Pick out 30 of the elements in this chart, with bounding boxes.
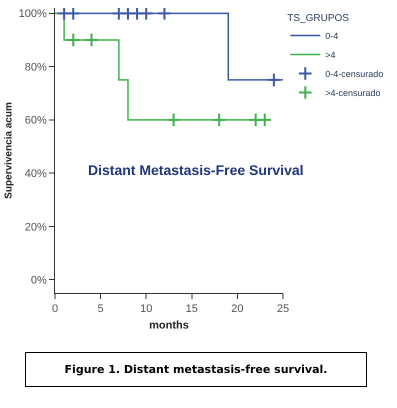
point bbox=[84, 32, 99, 48]
point bbox=[66, 32, 81, 48]
legend-title: TS_GRUPOS bbox=[287, 13, 350, 24]
legend-label: >4-censurado bbox=[325, 88, 381, 98]
y-tick-label: 100% bbox=[18, 8, 48, 20]
caption: Figure 1. Distant metastasis-free survival. bbox=[64, 363, 328, 376]
y-tick-label: 20% bbox=[24, 221, 48, 234]
x-axis-title: months bbox=[149, 319, 189, 332]
x-tick-label: 0 bbox=[52, 303, 58, 316]
point bbox=[166, 112, 181, 128]
x-tick-label: 20 bbox=[231, 303, 244, 316]
legend-label: 0-4 bbox=[325, 31, 338, 42]
x-tick-label: 15 bbox=[186, 303, 198, 316]
legend-label: >4 bbox=[325, 50, 336, 60]
legend-label: 0-4-censurado bbox=[325, 69, 384, 80]
y-tick-label: 80% bbox=[24, 61, 48, 74]
point bbox=[257, 112, 272, 128]
annotation: Distant Metastasis-Free Survival bbox=[88, 162, 304, 178]
x-tick-label: 25 bbox=[276, 303, 290, 316]
point bbox=[138, 8, 154, 21]
x-tick-label: 10 bbox=[140, 303, 152, 316]
y-axis-title: Supervivencia acum bbox=[4, 102, 15, 199]
y-tick-label: 0% bbox=[30, 274, 48, 287]
point bbox=[66, 8, 81, 21]
y-tick-label: 40% bbox=[24, 168, 48, 180]
point bbox=[212, 112, 226, 128]
y-tick-label: 60% bbox=[24, 114, 48, 127]
point bbox=[157, 8, 172, 21]
point bbox=[266, 72, 282, 88]
x-tick-label: 5 bbox=[98, 303, 104, 316]
